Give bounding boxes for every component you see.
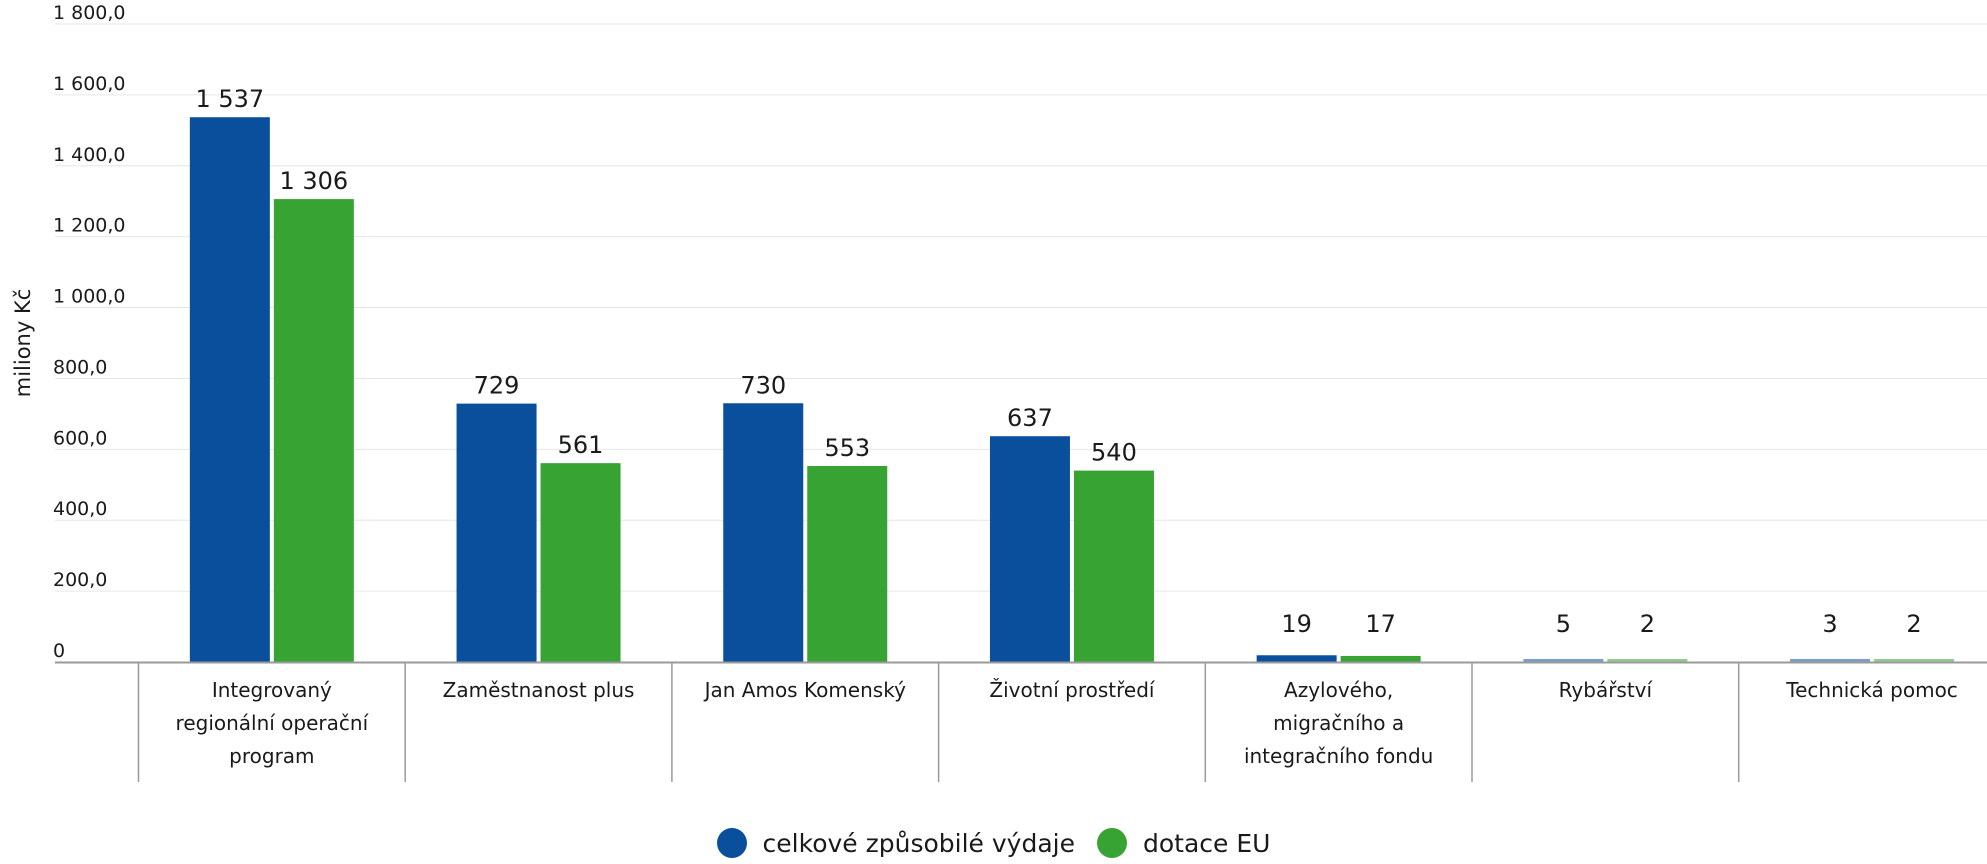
x-category-label: Integrovaný regionální operační program <box>176 678 370 768</box>
bar-chart: 0 200,0 400,0 600,0 800,0 1 000,0 1 200,0 1 400… <box>11 2 1987 782</box>
bar <box>189 117 270 663</box>
legend-label-series-1: celkové způsobilé výdaje <box>762 828 1075 858</box>
bar <box>723 403 804 662</box>
x-category-label: Zaměstnanost plus <box>443 678 635 702</box>
data-label: 3 <box>1822 610 1837 638</box>
bar <box>1523 659 1604 662</box>
bar <box>1340 655 1421 662</box>
y-tick-label: 1 600,0 <box>53 73 126 95</box>
y-tick-label: 600,0 <box>53 427 107 449</box>
data-label: 553 <box>824 434 870 462</box>
data-label: 540 <box>1091 439 1137 467</box>
x-category-label: Rybářství <box>1559 678 1654 702</box>
y-tick-label: 1 400,0 <box>53 144 126 166</box>
data-label: 5 <box>1556 610 1571 638</box>
bar <box>807 465 888 662</box>
x-category-label: Azylového, migračního a integračního fondu <box>1244 678 1433 768</box>
data-label: 637 <box>1007 404 1053 432</box>
legend-swatch-series-1 <box>716 828 747 858</box>
y-tick-label: 1 000,0 <box>53 286 126 308</box>
legend-item-series-2: dotace EU <box>1096 828 1271 858</box>
data-label: 729 <box>474 372 520 400</box>
bar <box>1073 470 1154 662</box>
data-label: 19 <box>1281 610 1312 638</box>
x-category-label: Životní prostředí <box>989 678 1156 702</box>
data-label: 561 <box>558 431 604 459</box>
data-label: 1 537 <box>195 85 264 113</box>
legend-swatch-series-2 <box>1096 828 1127 858</box>
data-label: 1 306 <box>279 167 348 195</box>
bar <box>1256 655 1337 662</box>
y-tick-label: 800,0 <box>53 356 107 378</box>
bar <box>989 436 1070 662</box>
x-category-label: Jan Amos Komenský <box>703 678 906 702</box>
data-label: 730 <box>740 371 786 399</box>
bar <box>1790 659 1871 662</box>
bar <box>1607 659 1688 662</box>
bar <box>273 199 354 662</box>
legend-label-series-2: dotace EU <box>1142 828 1271 858</box>
bar <box>1874 659 1955 662</box>
legend: celkové způsobilé výdaje dotace EU <box>0 828 1987 858</box>
data-label: 17 <box>1365 610 1396 638</box>
legend-item-series-1: celkové způsobilé výdaje <box>716 828 1075 858</box>
y-tick-label: 1 200,0 <box>53 215 126 237</box>
data-label: 2 <box>1906 610 1921 638</box>
y-tick-label: 0 <box>53 640 65 662</box>
y-tick-label: 1 800,0 <box>53 2 126 24</box>
data-label: 2 <box>1640 610 1655 638</box>
bar <box>540 463 621 662</box>
y-tick-label: 400,0 <box>53 498 107 520</box>
y-axis-label: miliony Kč <box>11 289 35 398</box>
y-tick-label: 200,0 <box>53 569 107 591</box>
x-category-label: Technická pomoc <box>1785 678 1958 702</box>
bar <box>456 403 537 662</box>
